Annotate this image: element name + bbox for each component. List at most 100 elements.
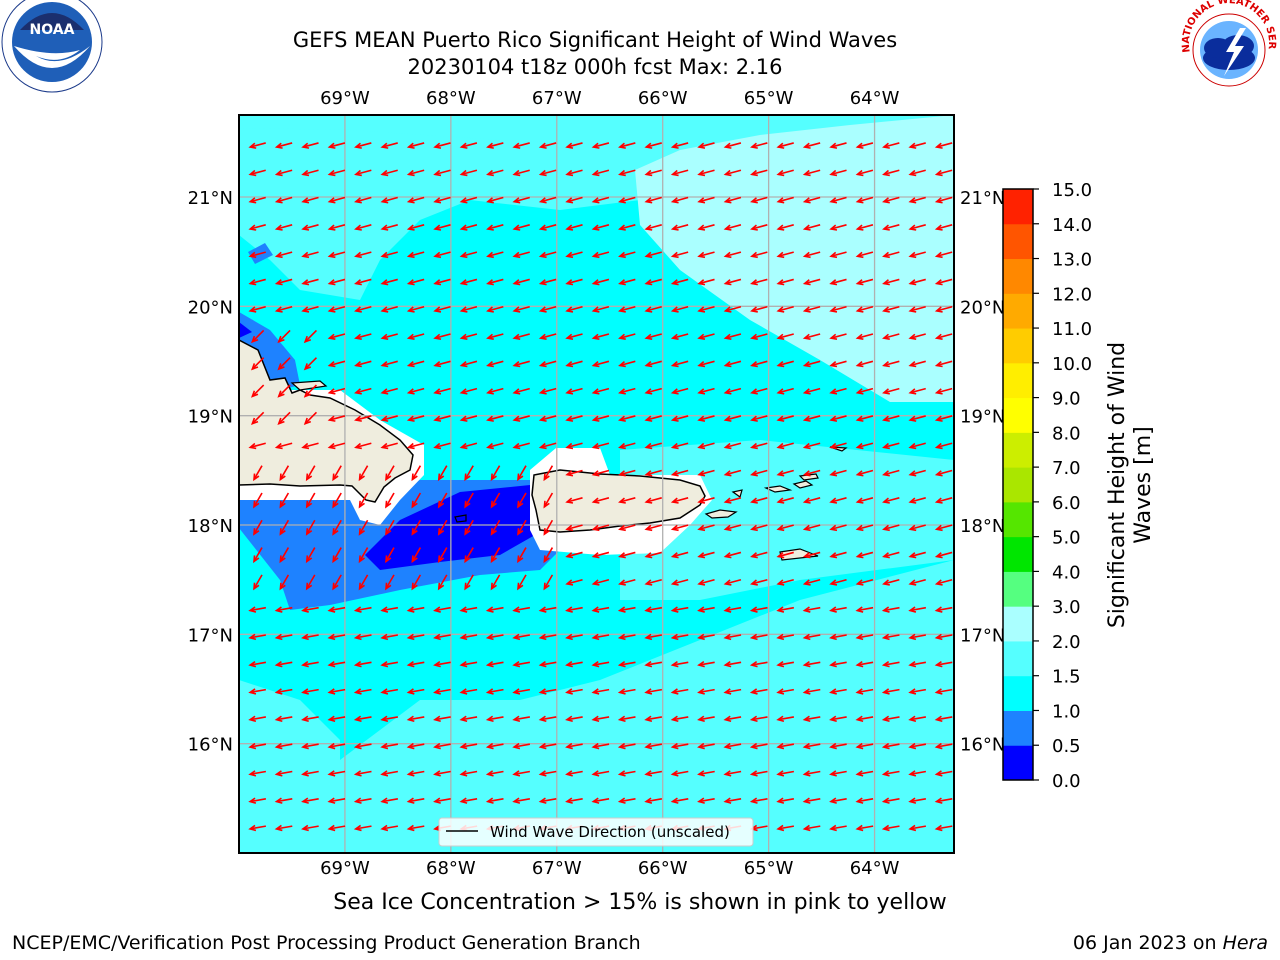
wind-wave-arrow	[591, 278, 610, 286]
wind-wave-arrow	[829, 278, 847, 286]
wind-wave-arrow	[490, 574, 501, 591]
wind-wave-arrow	[512, 333, 530, 340]
wind-wave-arrow	[934, 606, 953, 613]
colorbar-swatch	[1003, 328, 1033, 364]
wind-wave-arrow	[776, 469, 794, 477]
colorbar-swatch	[1003, 258, 1033, 294]
wind-wave-arrow	[358, 465, 369, 482]
wind-wave-arrow	[274, 797, 293, 804]
wind-wave-arrow	[723, 742, 742, 750]
wind-wave-arrow	[750, 442, 768, 450]
wind-wave-arrow	[591, 797, 610, 804]
wind-wave-arrow	[406, 797, 425, 804]
wind-wave-arrow	[327, 442, 346, 450]
wind-wave-arrow	[723, 497, 742, 504]
colorbar-tick-label: 8.0	[1052, 423, 1081, 444]
wind-wave-arrow	[565, 633, 583, 641]
wind-wave-arrow	[802, 442, 821, 450]
wind-wave-arrow	[829, 305, 847, 313]
wind-wave-arrow	[934, 688, 953, 695]
wind-wave-arrow	[618, 524, 636, 532]
wind-wave-arrow	[327, 278, 346, 286]
wind-wave-arrow	[697, 169, 715, 177]
wind-wave-arrow	[829, 224, 847, 231]
wind-wave-arrow	[248, 278, 266, 286]
wind-wave-arrow	[776, 360, 794, 368]
land-puerto-rico	[531, 469, 706, 533]
wind-wave-arrow	[459, 442, 478, 450]
wind-wave-arrow	[301, 742, 319, 750]
colorbar-tick-label: 12.0	[1052, 284, 1092, 305]
wind-wave-arrow	[305, 574, 316, 591]
wind-wave-arrow	[380, 688, 399, 695]
wind-wave-arrow	[248, 715, 267, 723]
noaa-logo: NOAA	[1, 0, 103, 93]
wind-wave-arrow	[301, 142, 319, 149]
wind-wave-arrow	[855, 660, 874, 668]
wind-wave-arrow	[354, 387, 372, 395]
wind-wave-arrow	[565, 333, 583, 340]
wind-wave-arrow	[644, 660, 663, 668]
wind-wave-arrow	[433, 251, 451, 259]
wind-wave-arrow	[512, 278, 530, 286]
wind-wave-arrow	[459, 770, 478, 777]
wind-wave-arrow	[433, 688, 451, 695]
wind-wave-arrow	[618, 578, 636, 586]
wind-wave-arrow	[670, 578, 689, 586]
wind-wave-arrow	[380, 715, 399, 723]
colorbar-tick-label: 14.0	[1052, 215, 1092, 236]
wind-wave-arrow	[327, 333, 346, 340]
wind-wave-arrow	[855, 387, 874, 395]
wind-wave-arrow	[644, 333, 662, 340]
wind-wave-arrow	[829, 633, 847, 641]
wind-wave-arrow	[411, 465, 422, 482]
wind-wave-arrow	[353, 797, 372, 804]
wind-wave-arrow	[406, 169, 425, 177]
wind-wave-arrow	[591, 742, 610, 750]
wind-wave-arrow	[353, 770, 372, 777]
wind-wave-arrow	[538, 797, 557, 804]
wind-wave-arrow	[802, 251, 821, 259]
wind-wave-arrow	[882, 169, 900, 177]
wind-wave-arrow	[934, 169, 953, 177]
wind-wave-arrow	[305, 519, 316, 536]
wind-wave-arrow	[829, 360, 847, 368]
wind-wave-arrow	[517, 465, 527, 482]
wind-wave-arrow	[406, 688, 425, 695]
wind-wave-arrow	[538, 660, 557, 668]
wind-wave-arrow	[327, 688, 346, 695]
credit-host: Hera	[1222, 932, 1268, 954]
wind-wave-arrow	[697, 333, 715, 340]
wind-wave-arrow	[380, 633, 399, 641]
wind-wave-arrow	[723, 142, 742, 149]
wind-wave-arrow	[908, 305, 926, 313]
wind-wave-arrow	[934, 715, 953, 723]
wind-wave-arrow	[274, 606, 293, 613]
wind-wave-arrow	[802, 606, 821, 613]
wind-wave-arrow	[406, 715, 425, 723]
lat-label-left: 17°N	[188, 625, 233, 646]
wind-wave-arrow	[251, 329, 265, 344]
colorbar-tick-label: 1.5	[1052, 667, 1081, 688]
wind-wave-arrow	[459, 251, 478, 259]
wind-wave-arrow	[618, 278, 636, 286]
wind-wave-arrow	[459, 688, 478, 695]
wind-wave-arrow	[882, 196, 900, 204]
wind-wave-arrow	[279, 519, 290, 536]
colorbar-tick-label: 11.0	[1052, 319, 1092, 340]
wind-wave-arrow	[644, 251, 662, 259]
wind-wave-arrow	[776, 333, 794, 340]
wind-wave-arrow	[882, 305, 900, 313]
wind-wave-arrow	[406, 278, 425, 286]
wind-wave-arrow	[617, 770, 636, 777]
wind-wave-arrow	[277, 384, 291, 398]
lat-label-left: 19°N	[188, 407, 233, 428]
wave-band-1.5-2-south	[340, 560, 954, 853]
wind-wave-arrow	[697, 497, 715, 504]
wind-wave-arrow	[538, 169, 557, 177]
colorbar-swatch	[1003, 189, 1033, 225]
wind-wave-arrow	[512, 360, 530, 368]
wind-wave-arrow	[591, 387, 610, 395]
wind-wave-arrow	[406, 333, 425, 340]
wind-wave-arrow	[750, 360, 768, 368]
